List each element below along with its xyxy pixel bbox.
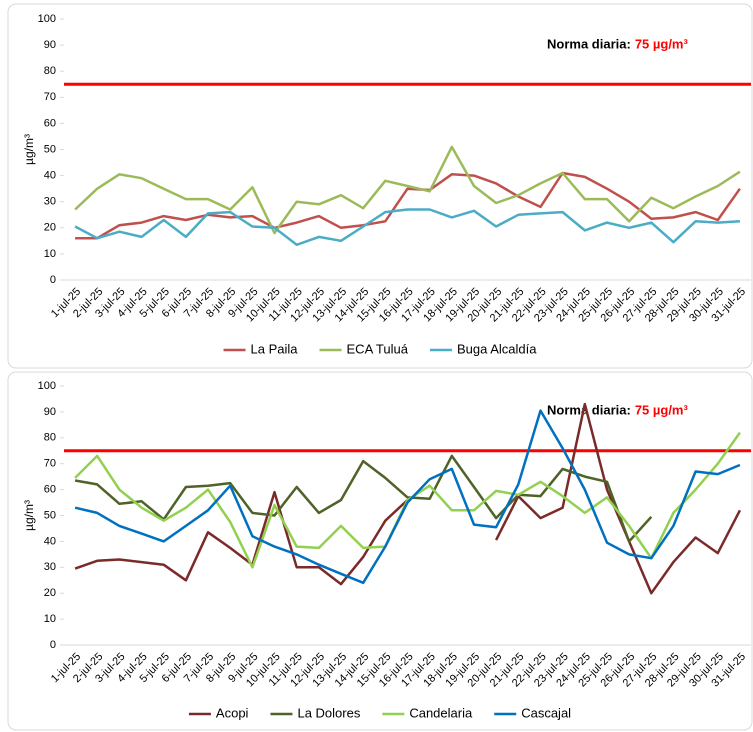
y-tick-label: 70 xyxy=(44,458,56,470)
y-tick-label: 60 xyxy=(44,484,56,496)
y-tick-label: 40 xyxy=(44,535,56,547)
y-axis-label: µg/m³ xyxy=(22,134,36,165)
annotation: Norma diaria: xyxy=(547,402,631,417)
y-tick-label: 0 xyxy=(50,274,56,286)
series-line xyxy=(74,409,741,585)
y-axis-label: µg/m³ xyxy=(22,500,36,531)
y-tick-label: 20 xyxy=(44,587,56,599)
series-line xyxy=(74,208,740,247)
legend-item: Acopi xyxy=(188,705,249,720)
panel xyxy=(7,371,753,731)
y-tick-label: 50 xyxy=(44,509,56,521)
y-tick-label: 100 xyxy=(38,13,56,25)
series-line xyxy=(74,431,741,569)
legend-label: Cascajal xyxy=(521,705,571,720)
y-tick-label: 10 xyxy=(44,613,56,625)
legend-item: Candelaria xyxy=(382,705,473,720)
y-tick-label: 30 xyxy=(44,196,56,208)
y-tick-label: 10 xyxy=(44,248,56,260)
series-line xyxy=(74,454,653,543)
y-tick-label: 0 xyxy=(50,639,56,651)
series-line xyxy=(74,145,741,235)
legend-item: La Dolores xyxy=(270,705,361,720)
y-tick-label: 90 xyxy=(44,406,56,418)
legend-label: Buga Alcaldía xyxy=(457,341,537,356)
y-tick-label: 30 xyxy=(44,561,56,573)
annotation-value: 75 µg/m³ xyxy=(635,36,689,51)
legend-label: La Paila xyxy=(251,341,299,356)
y-tick-label: 90 xyxy=(44,39,56,51)
legend-item: Buga Alcaldía xyxy=(429,341,537,356)
y-tick-label: 20 xyxy=(44,222,56,234)
legend-label: La Dolores xyxy=(297,705,360,720)
y-tick-label: 50 xyxy=(44,143,56,155)
legend-label: ECA Tuluá xyxy=(347,341,409,356)
annotation-value: 75 µg/m³ xyxy=(635,402,689,417)
legend-label: Candelaria xyxy=(409,705,473,720)
series-line xyxy=(75,171,741,240)
legend-item: La Paila xyxy=(223,341,299,356)
y-tick-label: 60 xyxy=(44,117,56,129)
y-tick-label: 80 xyxy=(44,432,56,444)
y-tick-label: 100 xyxy=(38,380,56,392)
series-line xyxy=(74,402,742,595)
legend-item: ECA Tuluá xyxy=(319,341,409,356)
annotation: Norma diaria: xyxy=(547,36,631,51)
y-tick-label: 80 xyxy=(44,65,56,77)
y-tick-label: 70 xyxy=(44,91,56,103)
legend-item: Cascajal xyxy=(494,705,571,720)
legend-label: Acopi xyxy=(216,705,249,720)
panel xyxy=(7,3,753,369)
y-tick-label: 40 xyxy=(44,170,56,182)
